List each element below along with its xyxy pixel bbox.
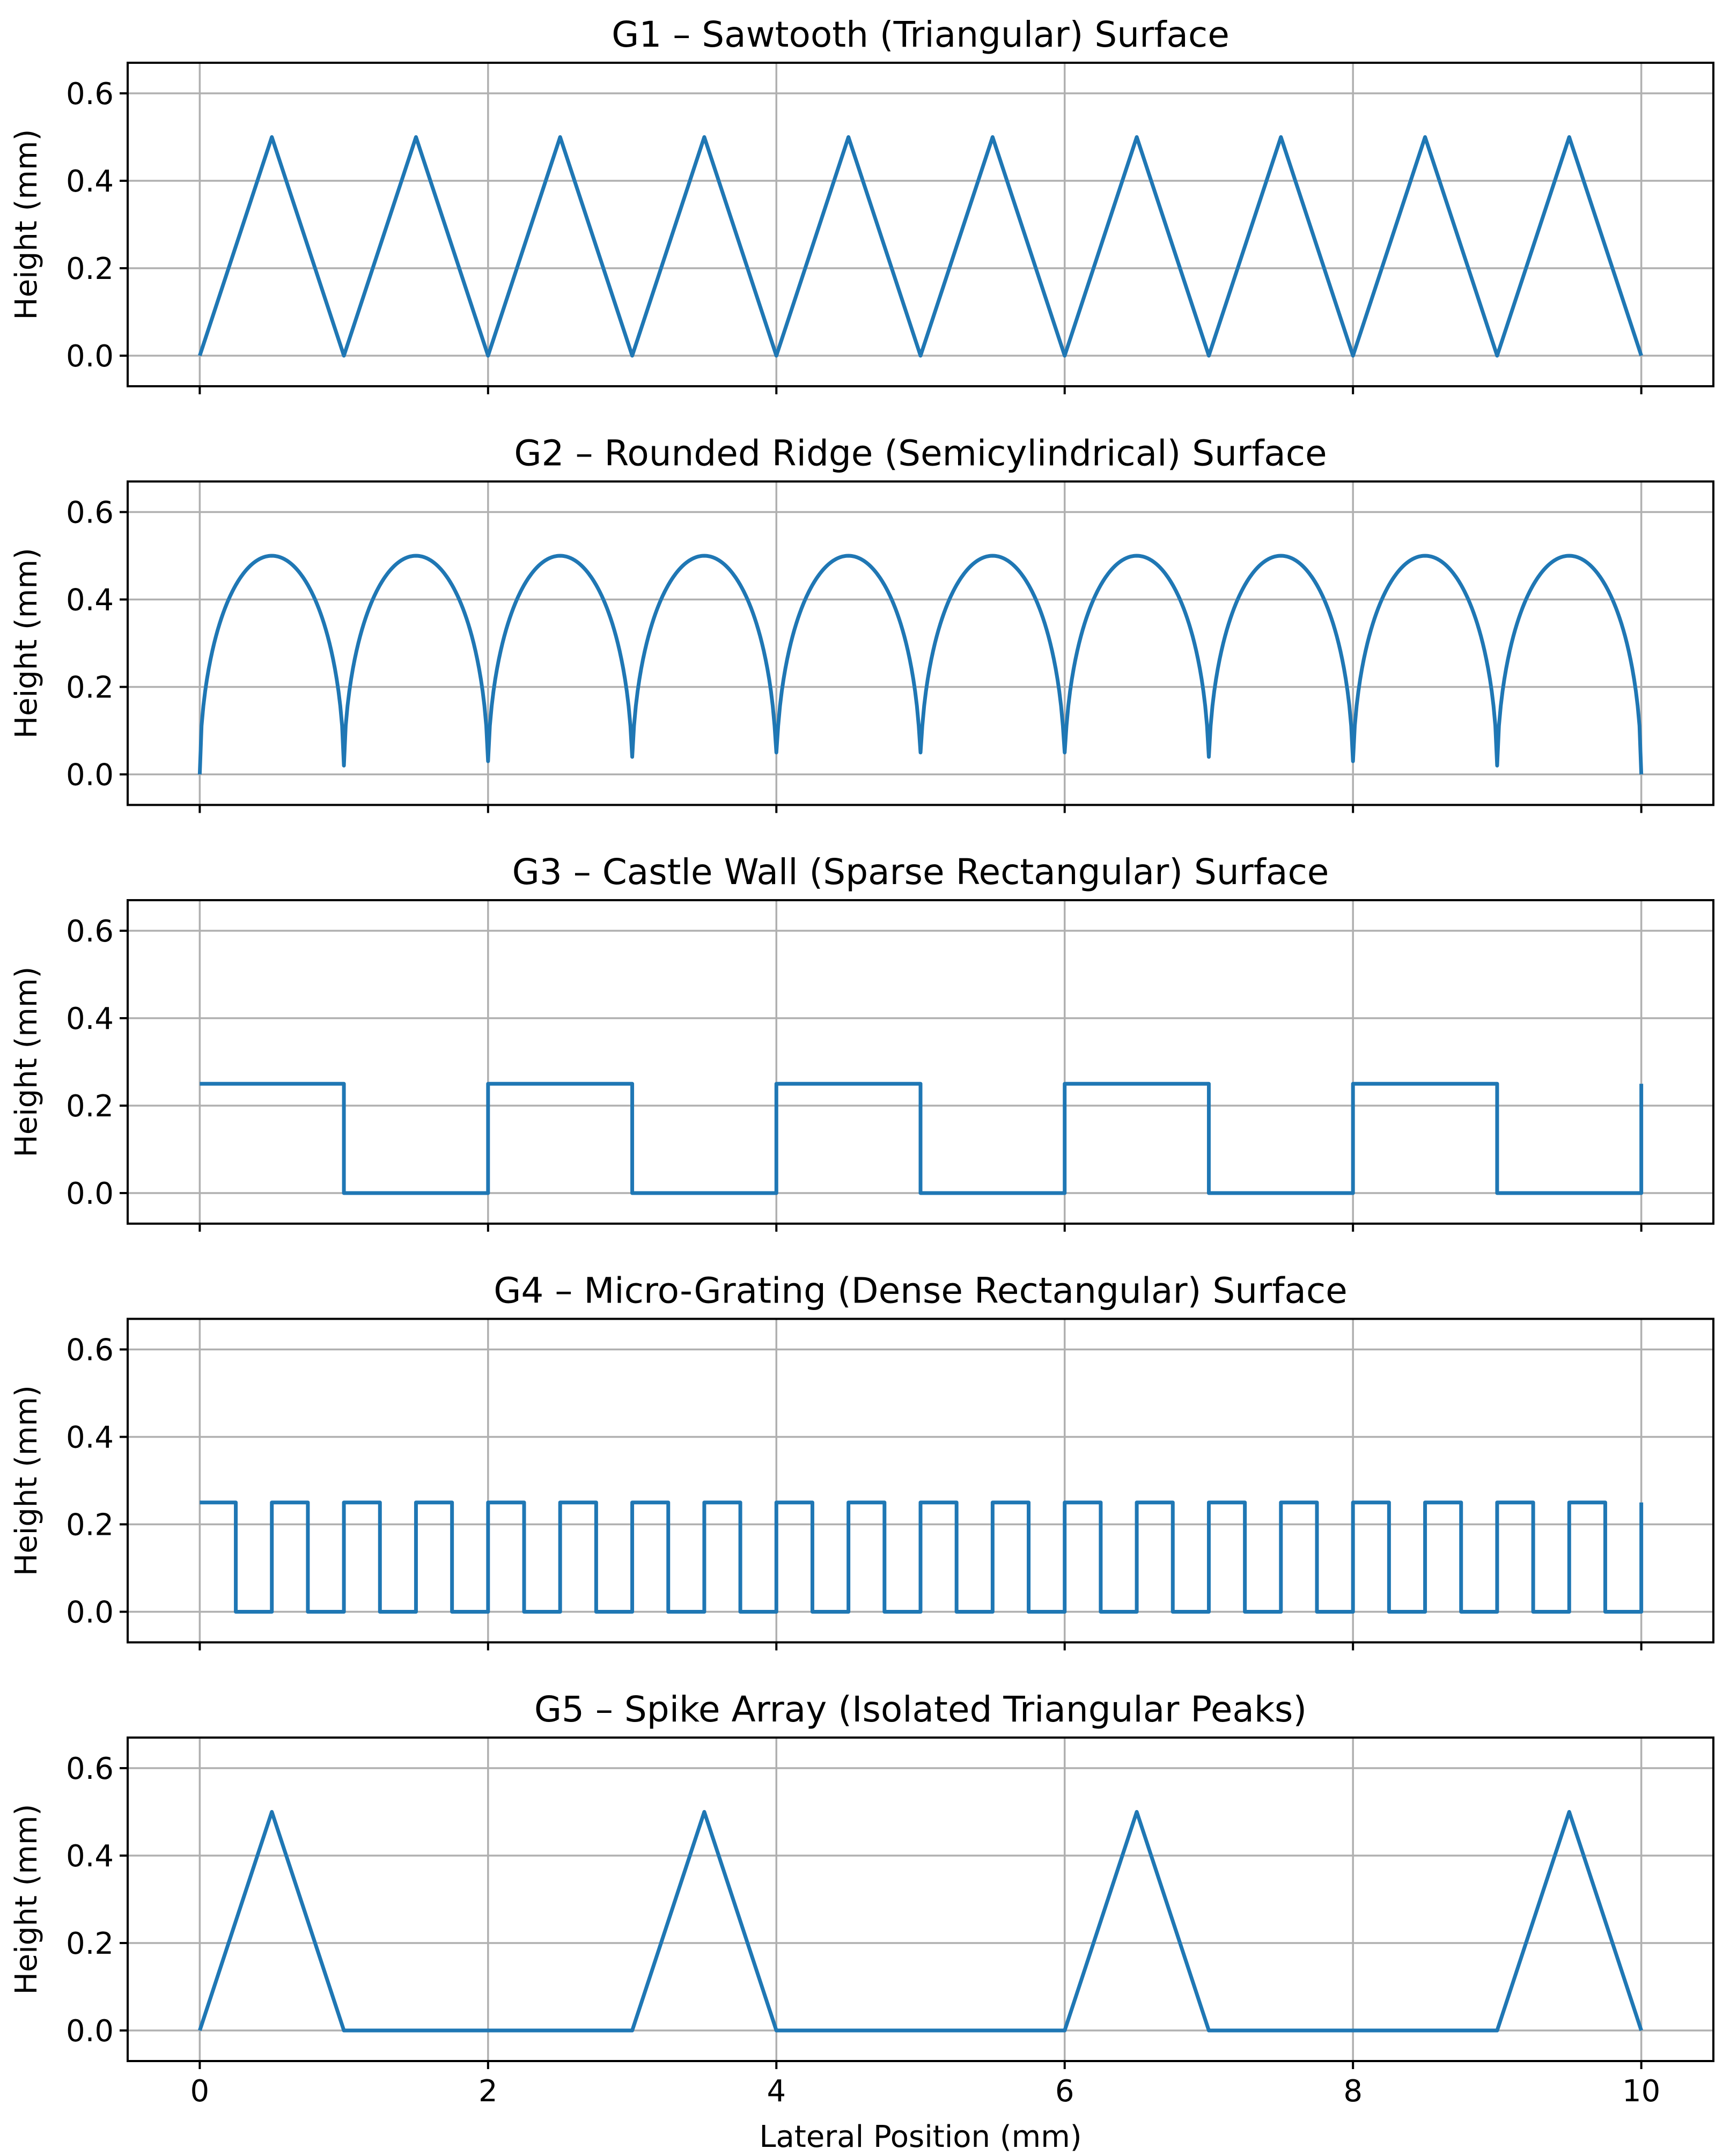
y-tick-label: 0.6 <box>66 1333 114 1368</box>
series-line <box>198 1810 1643 2033</box>
x-tick-label: 10 <box>1622 2074 1660 2109</box>
subplot-title: G2 – Rounded Ridge (Semicylindrical) Sur… <box>514 433 1327 474</box>
series-line <box>200 1500 1644 1614</box>
y-tick-label: 0.4 <box>66 1421 114 1455</box>
subplot-g3: 0.0 0.2 0.4 0.6 G3 – Castle Wall (Sparse Rec… <box>9 851 1714 1232</box>
subplot-g1: 0.0 0.2 0.4 0.6 G1 – Sawtooth (Triangular) S… <box>9 14 1714 394</box>
y-tick-label: 0.6 <box>66 1752 114 1786</box>
subplot-title: G5 – Spike Array (Isolated Triangular Pe… <box>534 1689 1307 1730</box>
y-tick-label: 0.0 <box>66 1595 114 1630</box>
x-tick-label: 4 <box>767 2074 786 2109</box>
y-tick-label: 0.4 <box>66 1002 114 1036</box>
y-tick-label: 0.2 <box>66 1508 114 1543</box>
y-tick-label: 0.2 <box>66 1926 114 1961</box>
series-line <box>197 554 1644 775</box>
x-tick-label: 8 <box>1343 2074 1363 2109</box>
subplot-title: G1 – Sawtooth (Triangular) Surface <box>612 14 1230 55</box>
y-tick-label: 0.0 <box>66 1176 114 1211</box>
x-tick-label: 0 <box>190 2074 210 2109</box>
axes-frame <box>127 899 1714 1225</box>
axes-frame <box>127 62 1714 387</box>
subplot-title: G4 – Micro-Grating (Dense Rectangular) S… <box>494 1270 1348 1312</box>
y-tick-label: 0.4 <box>66 164 114 199</box>
series-line <box>198 135 1643 358</box>
y-axis-label: Height (mm) <box>9 548 44 739</box>
subplot-g5: 0.0 0.2 0.4 0.6 0 2 4 6 8 10 G5 – Spike Array (Iso… <box>9 1689 1714 2154</box>
y-tick-label: 0.2 <box>66 1089 114 1124</box>
y-tick-label: 0.0 <box>66 2014 114 2049</box>
axes-frame <box>127 1736 1714 2062</box>
y-tick-label: 0.2 <box>66 252 114 286</box>
subplot-g2: 0.0 0.2 0.4 0.6 G2 – Rounded Ridge (Semicyli… <box>9 433 1714 813</box>
series-line <box>200 1081 1644 1195</box>
y-axis-label: Height (mm) <box>9 1804 44 1995</box>
axes-frame <box>127 1318 1714 1644</box>
y-axis-label: Height (mm) <box>9 967 44 1158</box>
y-tick-label: 0.0 <box>66 339 114 374</box>
axes-frame <box>127 480 1714 806</box>
subplot-title: G3 – Castle Wall (Sparse Rectangular) Su… <box>512 851 1329 893</box>
y-tick-label: 0.6 <box>66 914 114 949</box>
y-tick-label: 0.0 <box>66 758 114 793</box>
y-tick-label: 0.4 <box>66 1839 114 1874</box>
y-tick-label: 0.6 <box>66 77 114 112</box>
x-tick-label: 2 <box>478 2074 498 2109</box>
y-tick-label: 0.4 <box>66 583 114 618</box>
y-axis-label: Height (mm) <box>9 1385 44 1576</box>
y-tick-label: 0.2 <box>66 671 114 705</box>
y-tick-label: 0.6 <box>66 496 114 531</box>
y-axis-label: Height (mm) <box>9 129 44 320</box>
x-axis-label: Lateral Position (mm) <box>759 2120 1081 2154</box>
subplot-g4: 0.0 0.2 0.4 0.6 G4 – Micro-Grating (Dense Re… <box>9 1270 1714 1651</box>
x-tick-label: 6 <box>1055 2074 1074 2109</box>
